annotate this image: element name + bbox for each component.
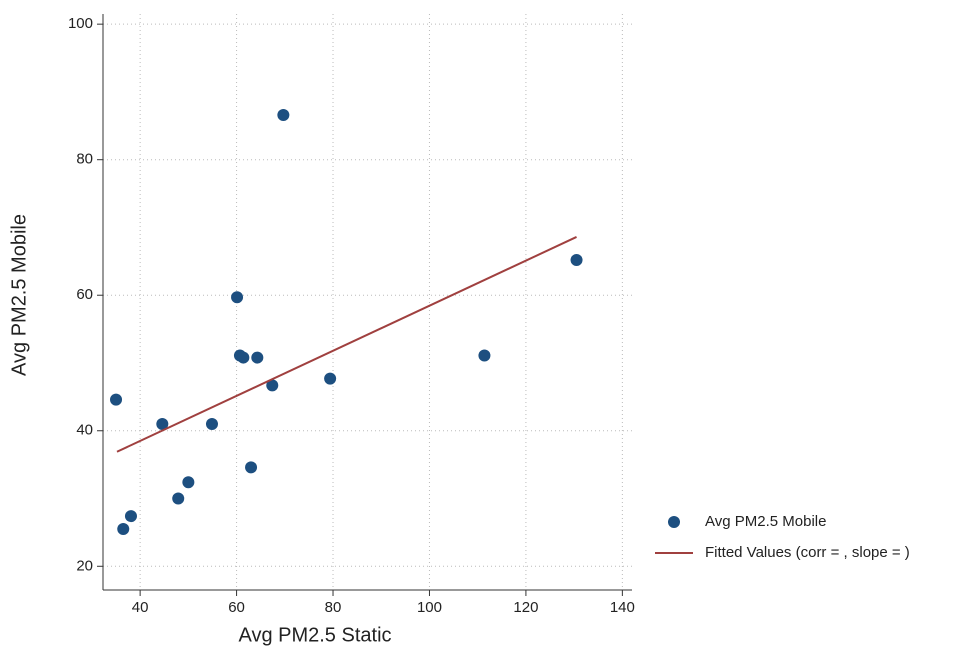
y-axis-title: Avg PM2.5 Mobile	[8, 214, 30, 376]
point	[478, 349, 491, 362]
point	[245, 461, 258, 474]
point	[124, 510, 137, 523]
point	[231, 291, 244, 304]
legend-label: Fitted Values (corr = , slope = )	[705, 544, 910, 561]
point	[570, 253, 583, 266]
fitted-line	[116, 236, 577, 453]
y-tick-label: 20	[76, 557, 93, 574]
point	[266, 379, 279, 392]
point	[205, 417, 218, 430]
point	[324, 372, 337, 385]
point	[117, 523, 130, 536]
x-tick-label: 80	[325, 599, 342, 616]
y-tick-label: 100	[68, 15, 93, 32]
legend-label: Avg PM2.5 Mobile	[705, 513, 826, 530]
x-tick-label: 40	[132, 599, 149, 616]
y-tick-label: 40	[76, 422, 93, 439]
y-tick-label: 60	[76, 286, 93, 303]
point	[156, 417, 169, 430]
x-tick-label: 100	[417, 599, 442, 616]
x-axis-title: Avg PM2.5 Static	[238, 624, 391, 646]
x-tick-label: 60	[228, 599, 245, 616]
x-tick-label: 140	[610, 599, 635, 616]
y-tick-label: 80	[76, 151, 93, 168]
point	[251, 351, 264, 364]
point	[172, 492, 185, 505]
x-tick-label: 120	[513, 599, 538, 616]
point	[237, 351, 250, 364]
point	[110, 393, 123, 406]
legend-marker	[668, 516, 680, 528]
point	[182, 476, 195, 489]
point	[277, 108, 290, 121]
